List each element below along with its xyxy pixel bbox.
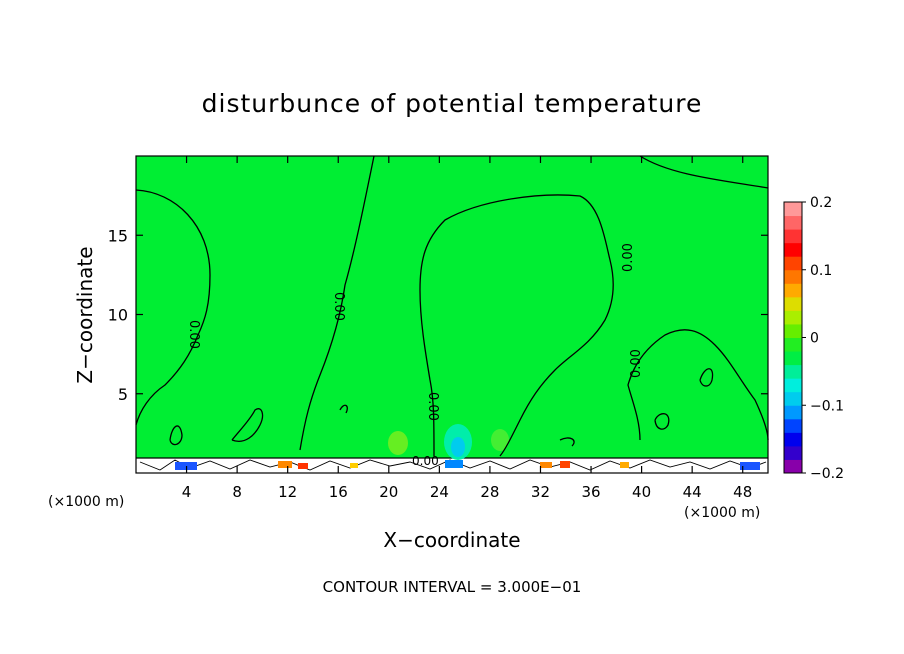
colorbar-tick-label: −0.2 bbox=[810, 466, 844, 482]
colorbar-swatch bbox=[784, 256, 802, 271]
contour-label: 0.00 bbox=[186, 320, 201, 349]
x-tick-label: 24 bbox=[430, 483, 449, 501]
colorbar-swatch bbox=[784, 296, 802, 311]
colorbar-swatch bbox=[784, 337, 802, 352]
colorbar-tick-label: 0.2 bbox=[810, 195, 832, 211]
x-axis: 4 8 12 16 20 24 28 32 36 40 44 48 bbox=[182, 156, 752, 501]
surface-layer bbox=[136, 457, 768, 473]
x-tick-label: 12 bbox=[278, 483, 297, 501]
x-tick-label: 16 bbox=[329, 483, 348, 501]
colorbar-swatch bbox=[784, 269, 802, 284]
colorbar-swatch bbox=[784, 229, 802, 244]
contour-label: 0.00 bbox=[629, 349, 644, 378]
contour-label-group: 0.00 0.00 0.00 0.00 0.00 0.00 bbox=[186, 243, 644, 468]
anomaly-patches bbox=[388, 424, 509, 460]
contour-label: 0.00 bbox=[621, 243, 636, 272]
colorbar-swatch bbox=[784, 418, 802, 433]
colorbar: 0.2 0.1 0 −0.1 −0.2 bbox=[783, 195, 844, 482]
colorbar-swatch bbox=[784, 242, 802, 257]
y-axis-title: Z−coordinate bbox=[73, 246, 97, 383]
colorbar-swatch bbox=[784, 445, 802, 460]
colorbar-tick-label: 0.1 bbox=[810, 263, 832, 279]
colorbar-swatch bbox=[784, 364, 802, 379]
contour-label: 0.00 bbox=[425, 392, 440, 421]
x-tick-label: 36 bbox=[581, 483, 600, 501]
x-tick-label: 20 bbox=[379, 483, 398, 501]
colorbar-swatch bbox=[784, 351, 802, 366]
x-tick-label: 40 bbox=[632, 483, 651, 501]
contour-label: 0.00 bbox=[331, 292, 346, 321]
colorbar-swatch bbox=[784, 405, 802, 420]
x-unit-right: (×1000 m) bbox=[684, 505, 760, 521]
y-tick-label: 5 bbox=[118, 385, 128, 404]
y-axis: 5 10 15 bbox=[108, 226, 768, 404]
colorbar-swatch bbox=[784, 459, 802, 474]
colorbar-swatch bbox=[784, 202, 802, 217]
colorbar-swatch bbox=[784, 323, 802, 338]
x-tick-label: 48 bbox=[733, 483, 752, 501]
x-unit-left: (×1000 m) bbox=[48, 494, 124, 510]
colorbar-swatch bbox=[784, 310, 802, 325]
y-tick-label: 15 bbox=[108, 226, 128, 245]
colorbar-tick-label: 0 bbox=[810, 331, 819, 347]
colorbar-swatch bbox=[784, 378, 802, 393]
contour-interval-note: CONTOUR INTERVAL = 3.000E−01 bbox=[323, 578, 582, 596]
x-tick-label: 44 bbox=[683, 483, 702, 501]
contour-label: 0.00 bbox=[412, 454, 439, 468]
colorbar-swatch bbox=[784, 391, 802, 406]
colorbar-tick-label: −0.1 bbox=[810, 398, 844, 414]
colorbar-swatch bbox=[784, 432, 802, 447]
x-tick-label: 32 bbox=[531, 483, 550, 501]
colorbar-swatch bbox=[784, 215, 802, 230]
x-tick-label: 28 bbox=[480, 483, 499, 501]
x-axis-title: X−coordinate bbox=[383, 528, 520, 552]
colorbar-swatch bbox=[784, 283, 802, 298]
chart-title: disturbunce of potential temperature bbox=[202, 89, 703, 118]
contour-lines bbox=[135, 155, 769, 457]
x-tick-label: 8 bbox=[232, 483, 242, 501]
y-tick-label: 10 bbox=[108, 306, 128, 325]
x-tick-label: 4 bbox=[182, 483, 192, 501]
plot-area bbox=[136, 156, 768, 473]
